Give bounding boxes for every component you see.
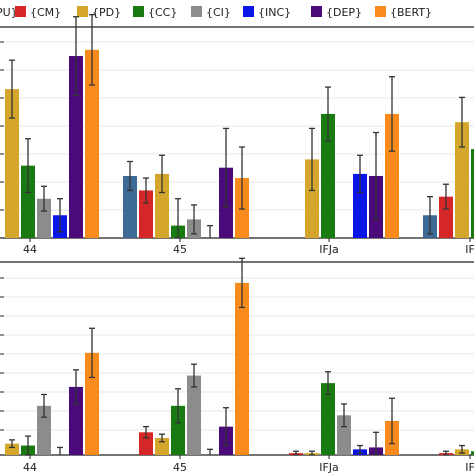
bar-pd: [5, 89, 19, 238]
bar-pd: [305, 159, 319, 238]
bar-bert: [385, 113, 399, 238]
bar-ci: [187, 375, 201, 455]
legend-swatch: [375, 6, 386, 17]
bar-pd: [155, 437, 169, 455]
legend-swatch: [15, 6, 26, 17]
legend-label: {PD}: [92, 6, 121, 19]
bar-cc: [471, 149, 474, 238]
bar-ci: [37, 405, 51, 455]
legend-swatch: [133, 6, 144, 17]
x-tick-label: 45: [173, 243, 187, 256]
bar-cm: [139, 190, 153, 238]
bar-cc: [321, 383, 335, 455]
x-tick-label: IF: [465, 243, 474, 256]
bar-cc: [471, 451, 474, 455]
chart-panel-bottom: 44 45 IFJa IF: [0, 257, 474, 474]
legend: PU} {CM} {PD} {CC} {CI} {INC} {DEP} {BERT}: [0, 6, 432, 19]
x-tick-label: 44: [23, 243, 37, 256]
legend-label: {INC}: [258, 6, 291, 19]
legend-swatch: [191, 6, 202, 17]
bar-ci: [337, 415, 351, 455]
x-tick-label: IF: [465, 461, 474, 474]
legend-label: {CC}: [148, 6, 177, 19]
legend-swatch: [311, 6, 322, 17]
legend-label: {DEP}: [326, 6, 362, 19]
x-tick-label: 44: [23, 461, 37, 474]
legend-swatch: [243, 6, 254, 17]
x-tick-label: IFJa: [319, 243, 339, 256]
bar-bert: [85, 352, 99, 455]
bar-bert: [235, 282, 249, 455]
legend-label: {CI}: [206, 6, 231, 19]
legend-label: PU}: [0, 6, 18, 19]
legend-label: {CM}: [30, 6, 61, 19]
bar-cc: [21, 165, 35, 238]
bar-cm: [439, 196, 453, 238]
bar-inc: [353, 173, 367, 238]
bar-dep: [69, 386, 83, 455]
bar-cc: [171, 405, 185, 455]
bar-ci: [37, 198, 51, 238]
chart-panel-top: 44 45 IFJa IF: [0, 14, 474, 256]
x-tick-label: 45: [173, 461, 187, 474]
bar-pd: [455, 122, 469, 238]
bar-dep: [69, 56, 83, 238]
bar-pu: [123, 175, 137, 238]
bar-pd: [155, 173, 169, 238]
x-tick-label: IFJa: [319, 461, 339, 474]
bar-bert: [85, 49, 99, 238]
legend-label: {BERT}: [390, 6, 432, 19]
legend-swatch: [77, 6, 88, 17]
bar-cc: [321, 113, 335, 238]
bar-pd: [5, 443, 19, 455]
bar-cm: [139, 432, 153, 455]
